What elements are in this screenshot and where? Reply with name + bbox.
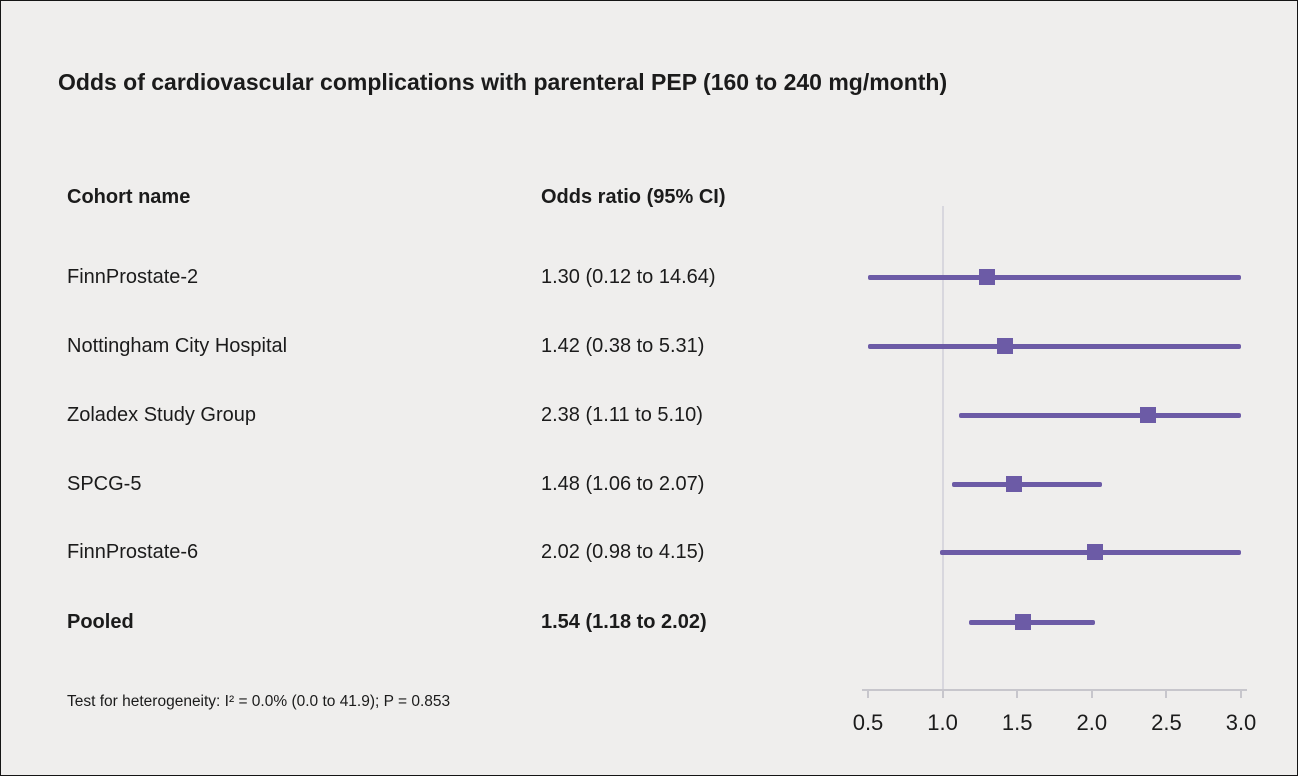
cohort-name: FinnProstate-6 bbox=[67, 541, 199, 563]
x-axis-tick-label: 3.0 bbox=[1225, 710, 1257, 735]
x-axis-tick bbox=[867, 689, 869, 698]
odds-ratio-text: 1.42 (0.38 to 5.31) bbox=[541, 335, 705, 357]
table-row: FinnProstate-2 1.30 (0.12 to 14.64) bbox=[1, 262, 1297, 292]
x-axis-tick bbox=[941, 689, 944, 698]
table-row: Nottingham City Hospital 1.42 (0.38 to 5.… bbox=[1, 331, 1297, 361]
ci-line bbox=[951, 482, 1103, 487]
odds-ratio-header: Odds ratio (95% CI) bbox=[541, 186, 726, 208]
x-axis-tick-label: 1.5 bbox=[1001, 710, 1033, 735]
reference-line bbox=[941, 206, 944, 689]
or-marker bbox=[1140, 407, 1157, 423]
x-axis-line bbox=[862, 689, 1247, 691]
ci-line bbox=[969, 620, 1095, 625]
cohort-name: Nottingham City Hospital bbox=[67, 335, 288, 357]
x-axis-tick-label: 2.0 bbox=[1076, 710, 1108, 735]
table-row: Zoladex Study Group 2.38 (1.11 to 5.10) bbox=[1, 400, 1297, 430]
x-axis-tick bbox=[1016, 689, 1019, 698]
ci-line bbox=[868, 344, 1241, 349]
odds-ratio-text: 1.48 (1.06 to 2.07) bbox=[541, 473, 705, 495]
odds-ratio-text: 1.30 (0.12 to 14.64) bbox=[541, 266, 716, 288]
x-axis-tick-label: 2.5 bbox=[1151, 710, 1182, 735]
table-header-row: Cohort name Odds ratio (95% CI) bbox=[1, 182, 1297, 212]
cohort-name: SPCG-5 bbox=[67, 473, 142, 495]
cohort-name-header: Cohort name bbox=[67, 186, 191, 208]
odds-ratio-text: 2.38 (1.11 to 5.10) bbox=[541, 404, 703, 426]
ci-line bbox=[959, 413, 1241, 418]
x-axis-tick bbox=[1090, 689, 1093, 698]
odds-ratio-text: 1.54 (1.18 to 2.02) bbox=[541, 611, 707, 633]
table-row: SPCG-5 1.48 (1.06 to 2.07) bbox=[1, 469, 1297, 499]
x-axis-tick-label: 0.5 bbox=[852, 710, 884, 735]
cohort-name: Pooled bbox=[67, 611, 134, 633]
table-row: FinnProstate-6 2.02 (0.98 to 4.15) bbox=[1, 537, 1297, 567]
or-marker bbox=[1015, 614, 1032, 630]
or-marker bbox=[997, 338, 1014, 354]
or-marker bbox=[1086, 544, 1103, 560]
table-row: Pooled 1.54 (1.18 to 2.02) bbox=[1, 607, 1297, 637]
cohort-name: Zoladex Study Group bbox=[67, 404, 256, 426]
x-axis-tick bbox=[1240, 689, 1242, 698]
x-axis-tick bbox=[1165, 689, 1168, 698]
cohort-name: FinnProstate-2 bbox=[67, 266, 199, 288]
heterogeneity-footnote: Test for heterogeneity: I² = 0.0% (0.0 t… bbox=[67, 693, 451, 710]
ci-line bbox=[868, 275, 1241, 280]
or-marker bbox=[979, 269, 996, 285]
odds-ratio-text: 2.02 (0.98 to 4.15) bbox=[541, 541, 705, 563]
x-axis-tick-label: 1.0 bbox=[927, 710, 958, 735]
chart-title: Odds of cardiovascular complications wit… bbox=[58, 69, 948, 95]
or-marker bbox=[1006, 476, 1023, 492]
